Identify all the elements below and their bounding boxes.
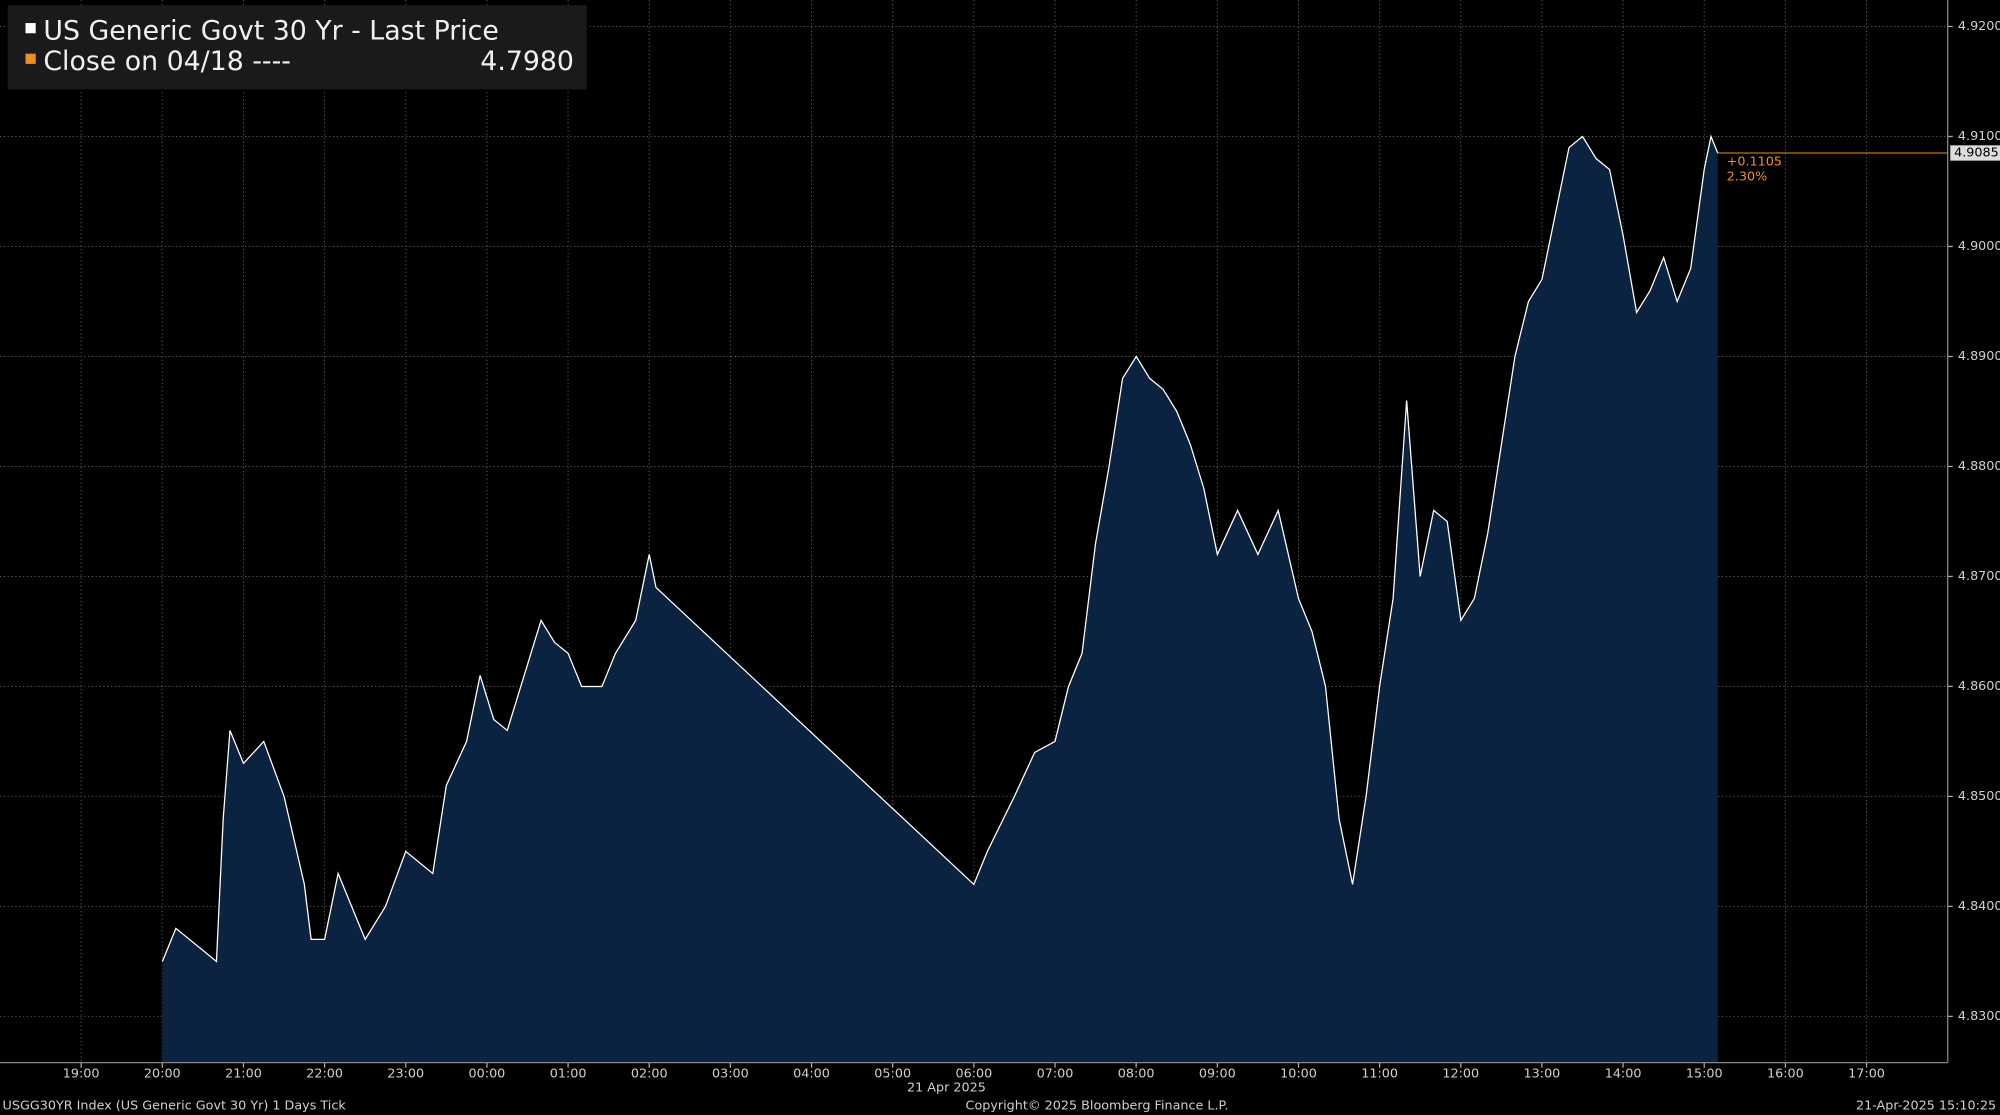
legend-swatch xyxy=(25,53,36,64)
last-price-label: 4.9085 xyxy=(1954,145,1999,160)
y-tick-label: 4.8300 xyxy=(1958,1009,2000,1024)
y-tick-label: 4.8800 xyxy=(1958,459,2000,474)
change-pct-label: 2.30% xyxy=(1727,170,1768,185)
x-tick-label: 09:00 xyxy=(1199,1067,1236,1082)
y-tick-label: 4.8500 xyxy=(1958,789,2000,804)
y-tick-label: 4.9100 xyxy=(1958,129,2000,144)
y-tick-label: 4.9000 xyxy=(1958,239,2000,254)
legend-label: US Generic Govt 30 Yr - Last Price xyxy=(43,15,499,46)
y-tick-label: 4.8700 xyxy=(1958,569,2000,584)
footer-right: 21-Apr-2025 15:10:25 xyxy=(1856,1098,1996,1113)
x-tick-label: 16:00 xyxy=(1767,1067,1804,1082)
x-tick-label: 12:00 xyxy=(1442,1067,1479,1082)
footer-left: USGG30YR Index (US Generic Govt 30 Yr) 1… xyxy=(3,1098,347,1113)
x-tick-label: 17:00 xyxy=(1848,1067,1885,1082)
footer-center: Copyright© 2025 Bloomberg Finance L.P. xyxy=(966,1098,1229,1113)
x-tick-label: 02:00 xyxy=(631,1067,668,1082)
x-tick-label: 06:00 xyxy=(955,1067,992,1082)
x-tick-label: 05:00 xyxy=(874,1067,911,1082)
x-tick-label: 15:00 xyxy=(1686,1067,1723,1082)
x-tick-label: 11:00 xyxy=(1361,1067,1398,1082)
x-tick-label: 00:00 xyxy=(469,1067,506,1082)
y-tick-label: 4.8400 xyxy=(1958,899,2000,914)
y-tick-label: 4.9200 xyxy=(1958,19,2000,34)
x-tick-label: 10:00 xyxy=(1280,1067,1317,1082)
legend-swatch xyxy=(25,23,36,34)
x-tick-label: 01:00 xyxy=(550,1067,587,1082)
legend-label: Close on 04/18 ---- xyxy=(43,46,291,77)
x-tick-label: 07:00 xyxy=(1037,1067,1074,1082)
legend-box xyxy=(7,5,587,90)
x-tick-label: 23:00 xyxy=(387,1067,424,1082)
change-label: +0.1105 xyxy=(1727,154,1782,169)
x-tick-label: 03:00 xyxy=(712,1067,749,1082)
x-tick-label: 04:00 xyxy=(793,1067,830,1082)
y-tick-label: 4.8600 xyxy=(1958,679,2000,694)
area xyxy=(162,136,1718,1063)
last-price-box xyxy=(1950,145,2000,161)
x-tick-label: 13:00 xyxy=(1524,1067,1561,1082)
legend-value: 4.7980 xyxy=(480,46,574,77)
x-tick-label: 14:00 xyxy=(1605,1067,1642,1082)
x-tick-label: 08:00 xyxy=(1118,1067,1155,1082)
x-tick-label: 22:00 xyxy=(306,1067,343,1082)
line xyxy=(161,134,1719,963)
y-tick-label: 4.8900 xyxy=(1958,349,2000,364)
date-label: 21 Apr 2025 xyxy=(907,1081,986,1096)
x-tick-label: 21:00 xyxy=(225,1067,262,1082)
x-tick-label: 20:00 xyxy=(144,1067,181,1082)
x-tick-label: 19:00 xyxy=(63,1067,100,1082)
